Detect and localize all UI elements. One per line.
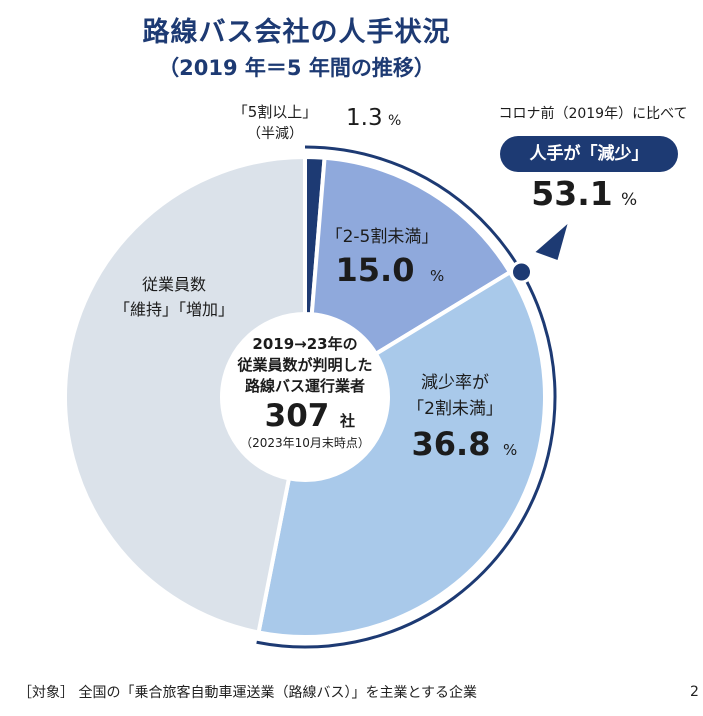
chart-title: 路線バス会社の人手状況 bbox=[142, 17, 451, 48]
slice-0-label-sub: （半減） bbox=[247, 125, 303, 142]
callout-pointer bbox=[535, 224, 568, 260]
slice-0-label: 「5割以上」 bbox=[233, 103, 318, 121]
slice-1-value: 15.0 bbox=[336, 251, 415, 289]
slice-0-value: 1.3 bbox=[346, 105, 383, 131]
center-line-3: 路線バス運行業者 bbox=[245, 377, 365, 395]
slice-0-unit: % bbox=[388, 113, 401, 129]
callout-unit: % bbox=[621, 190, 637, 210]
center-line-1: 2019→23年の bbox=[252, 335, 357, 353]
slice-2-label-sub: 「2割未満」 bbox=[407, 399, 503, 419]
chart-subtitle: （2019 年＝5 年間の推移） bbox=[158, 56, 435, 80]
slice-1-label: 「2-5割未満」 bbox=[326, 227, 439, 247]
center-note: （2023年10月末時点） bbox=[240, 436, 370, 450]
callout-marker bbox=[510, 260, 534, 284]
slice-2-value: 36.8 bbox=[412, 425, 491, 463]
slice-3-label: 従業員数 bbox=[142, 275, 206, 294]
decrease-arc bbox=[256, 145, 557, 649]
page-number: 2 bbox=[690, 684, 699, 700]
center-count-unit: 社 bbox=[339, 412, 355, 430]
slice-2-unit: % bbox=[503, 441, 517, 459]
callout-badge: 人手が「減少」 bbox=[500, 136, 678, 172]
slice-3-label-sub: 「維持」「増加」 bbox=[114, 300, 234, 319]
callout-value: 53.1 bbox=[531, 174, 612, 213]
center-count: 307 bbox=[265, 398, 330, 434]
center-disc bbox=[222, 314, 388, 480]
slice-2-label: 減少率が bbox=[421, 373, 489, 393]
callout-heading: コロナ前（2019年）に比べて bbox=[498, 105, 687, 122]
slice-1-unit: % bbox=[430, 267, 444, 285]
footnote: ［対象］ 全国の「乗合旅客自動車運送業（路線バス）」を主業とする企業 bbox=[18, 685, 478, 701]
center-line-2: 従業員数が判明した bbox=[236, 356, 372, 374]
callout-badge-text: 人手が「減少」 bbox=[529, 144, 649, 164]
